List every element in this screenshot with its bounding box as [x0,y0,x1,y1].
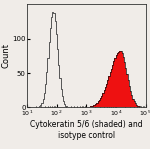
X-axis label: Cytokeratin 5/6 (shaded) and
isotype control: Cytokeratin 5/6 (shaded) and isotype con… [30,120,142,140]
Y-axis label: Count: Count [1,43,10,68]
